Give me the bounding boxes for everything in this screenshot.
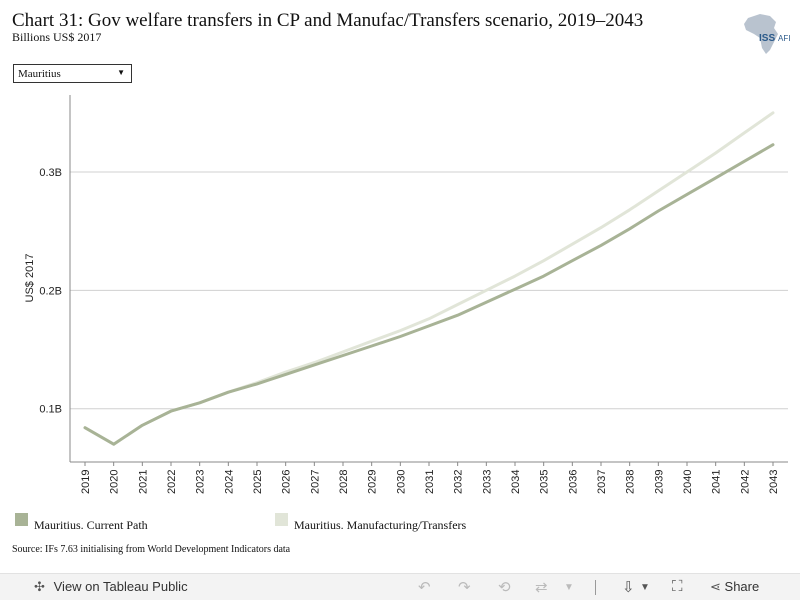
legend-label-current-path: Mauritius. Current Path [34, 518, 148, 532]
view-on-tableau-link[interactable]: ✣ View on Tableau Public [34, 579, 188, 595]
logo-text-iss: ISS [759, 33, 775, 44]
x-tick-label: 2042 [739, 470, 751, 494]
x-tick-label: 2033 [481, 470, 493, 494]
view-on-tableau-label: View on Tableau Public [53, 579, 188, 594]
chart-subtitle: Billions US$ 2017 [12, 30, 102, 44]
undo-icon[interactable]: ↶ [418, 579, 431, 596]
series-line-manufacturing [83, 111, 775, 446]
chart-title: Chart 31: Gov welfare transfers in CP an… [12, 10, 644, 31]
line-chart: 0.1B 0.2B 0.3B 2019 2020 2021 2022 2023 2024 2025… [24, 95, 788, 494]
x-tick-label: 2029 [367, 470, 379, 494]
fullscreen-icon[interactable]: ⛶ [672, 578, 683, 595]
redo-icon[interactable]: ↷ [458, 579, 471, 596]
x-tick-label: 2025 [252, 470, 264, 494]
download-menu-chevron-icon[interactable]: ▼ [640, 582, 650, 593]
logo-text-afi: AFI [778, 34, 790, 43]
y-tick-label: 0.2B [39, 285, 62, 297]
y-axis-label: US$ 2017 [24, 254, 36, 303]
x-tick-label: 2024 [223, 470, 235, 494]
refresh-icon[interactable]: ⇄ [535, 579, 548, 596]
y-tick-label: 0.3B [39, 167, 62, 179]
x-tick-label: 2041 [711, 470, 723, 494]
x-tick-label: 2043 [768, 470, 780, 494]
africa-map-shape [744, 14, 778, 54]
x-tick-label: 2036 [567, 470, 579, 494]
x-tick-label: 2034 [510, 470, 522, 494]
share-button[interactable]: ⋖ Share [710, 579, 759, 595]
country-select-value: Mauritius [18, 68, 61, 80]
toolbar-divider [595, 580, 596, 595]
share-label: Share [724, 579, 760, 594]
y-tick-label: 0.1B [39, 404, 62, 416]
x-tick-label: 2019 [80, 470, 92, 494]
refresh-menu-chevron-icon[interactable]: ▼ [564, 582, 574, 593]
series-line-current-path [83, 143, 775, 446]
source-note: Source: IFs 7.63 initialising from World… [12, 544, 291, 555]
legend-swatch-manufacturing [275, 513, 288, 526]
iss-africa-logo: ISS AFI [744, 14, 790, 54]
tableau-toolbar: ✣ View on Tableau Public ↶ ↷ ⟲ ⇄ ▼ ⇩ ▼ ⛶… [0, 573, 800, 600]
x-tick-label: 2038 [625, 470, 637, 494]
x-tick-label: 2039 [653, 470, 665, 494]
share-icon: ⋖ [710, 579, 721, 594]
revert-icon[interactable]: ⟲ [498, 579, 511, 596]
x-tick-label: 2021 [137, 470, 149, 494]
tableau-icon: ✣ [34, 579, 45, 594]
country-select[interactable]: Mauritius ▼ [13, 64, 132, 83]
legend-label-manufacturing: Mauritius. Manufacturing/Transfers [294, 518, 467, 532]
x-tick-label: 2040 [682, 470, 694, 494]
chevron-down-icon: ▼ [117, 68, 125, 77]
x-tick-label: 2022 [166, 470, 178, 494]
x-tick-label: 2027 [309, 470, 321, 494]
x-tick-label: 2020 [109, 470, 121, 494]
x-tick-label: 2026 [281, 470, 293, 494]
legend-swatch-current-path [15, 513, 28, 526]
x-tick-label: 2035 [539, 470, 551, 494]
x-tick-label: 2023 [195, 470, 207, 494]
download-icon[interactable]: ⇩ [622, 579, 635, 596]
x-tick-label: 2031 [424, 470, 436, 494]
x-tick-label: 2028 [338, 470, 350, 494]
x-tick-label: 2032 [453, 470, 465, 494]
x-tick-label: 2037 [596, 470, 608, 494]
x-tick-label: 2030 [395, 470, 407, 494]
